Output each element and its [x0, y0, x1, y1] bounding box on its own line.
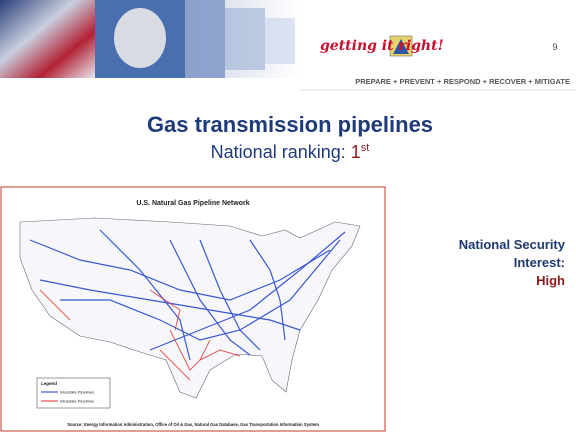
subtitle: National ranking: 1st: [211, 142, 370, 162]
map-title: U.S. Natural Gas Pipeline Network: [136, 200, 249, 207]
logo: getting it right!: [320, 38, 444, 54]
map-image: [0, 186, 386, 432]
page-number: 9: [552, 42, 557, 52]
rank: 1: [351, 142, 361, 162]
title: Gas transmission pipelines: [147, 112, 433, 137]
side-note: National Security: [459, 237, 566, 252]
rank-suffix: st: [361, 142, 370, 154]
legend-item: Intrastate Pipelines: [60, 399, 94, 404]
tagline: PREPARE + PREVENT + RESPOND + RECOVER + …: [355, 77, 570, 86]
legend-item: Interstate Pipelines: [60, 390, 94, 395]
map-source: Source: Energy Information Administratio…: [67, 422, 319, 427]
side-note: Interest:: [514, 255, 565, 270]
header-banner: [0, 0, 576, 91]
legend-title: Legend: [41, 381, 57, 386]
subtitle-text: National ranking:: [211, 142, 351, 162]
side-note-level: High: [536, 273, 565, 288]
